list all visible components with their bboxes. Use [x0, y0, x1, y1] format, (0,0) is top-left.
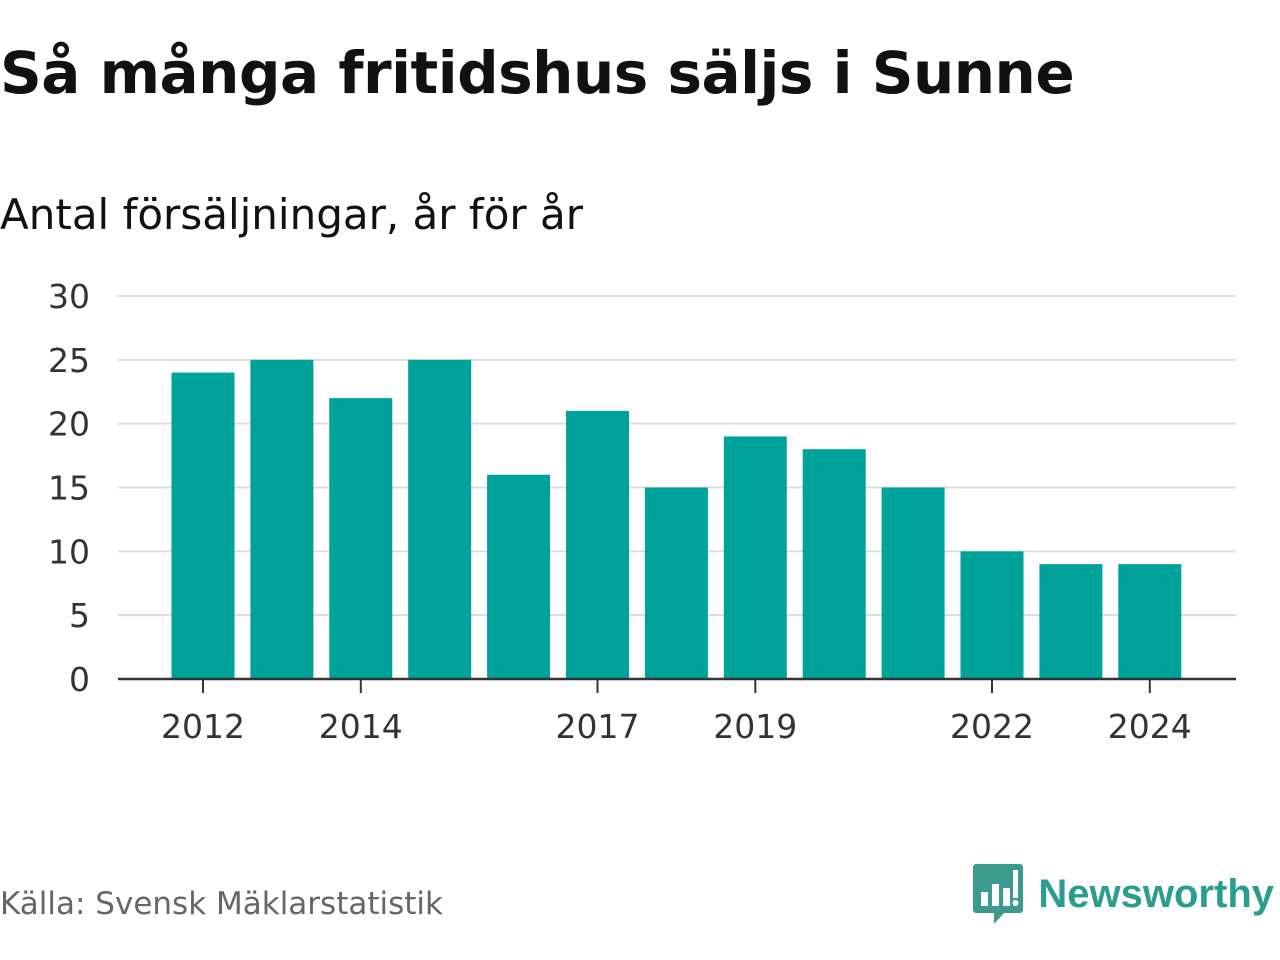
bar-2021: [881, 487, 945, 679]
bar-2024: [1118, 564, 1182, 679]
bar-2015: [408, 359, 472, 679]
x-tick-label: 2017: [556, 707, 640, 746]
chart-subtitle: Antal försäljningar, år för år: [0, 190, 584, 239]
newsworthy-logo-icon: [973, 864, 1024, 924]
bar-2016: [487, 474, 551, 679]
bar-chart: 0 5 10 15 20 25 30 2012 2014 2017 2019 2022 2024: [48, 277, 1236, 746]
y-tick-label: 20: [48, 405, 90, 444]
bar-2019: [723, 436, 787, 679]
bar-2012: [171, 372, 235, 679]
bar-2020: [802, 449, 866, 679]
x-tick-label: 2012: [161, 707, 245, 746]
x-tick-label: 2022: [950, 707, 1034, 746]
y-tick-label: 30: [48, 277, 90, 316]
brand-name: Newsworthy: [1038, 871, 1274, 916]
bar-2013: [250, 359, 314, 679]
y-axis-tick-labels: 0 5 10 15 20 25 30: [48, 277, 90, 699]
x-tick-label: 2014: [319, 707, 403, 746]
brand-logo: Newsworthy: [972, 862, 1274, 926]
bar-2022: [960, 551, 1024, 679]
bar-2018: [644, 487, 708, 679]
y-tick-label: 5: [69, 596, 90, 635]
y-tick-label: 10: [48, 532, 90, 571]
x-axis-tick-labels: 2012 2014 2017 2019 2022 2024: [161, 707, 1192, 746]
bar-2014: [329, 398, 393, 679]
bars: [171, 359, 1182, 679]
source-note: Källa: Svensk Mäklarstatistik: [0, 886, 443, 922]
x-tick-label: 2019: [713, 707, 797, 746]
bar-2023: [1039, 564, 1103, 679]
x-tick-label: 2024: [1108, 707, 1192, 746]
y-tick-label: 15: [48, 469, 90, 508]
y-tick-label: 25: [48, 341, 90, 380]
y-tick-label: 0: [69, 660, 90, 699]
chart-title: Så många fritidshus säljs i Sunne: [0, 39, 1075, 107]
bar-2017: [566, 410, 629, 679]
x-axis: [118, 677, 1236, 693]
